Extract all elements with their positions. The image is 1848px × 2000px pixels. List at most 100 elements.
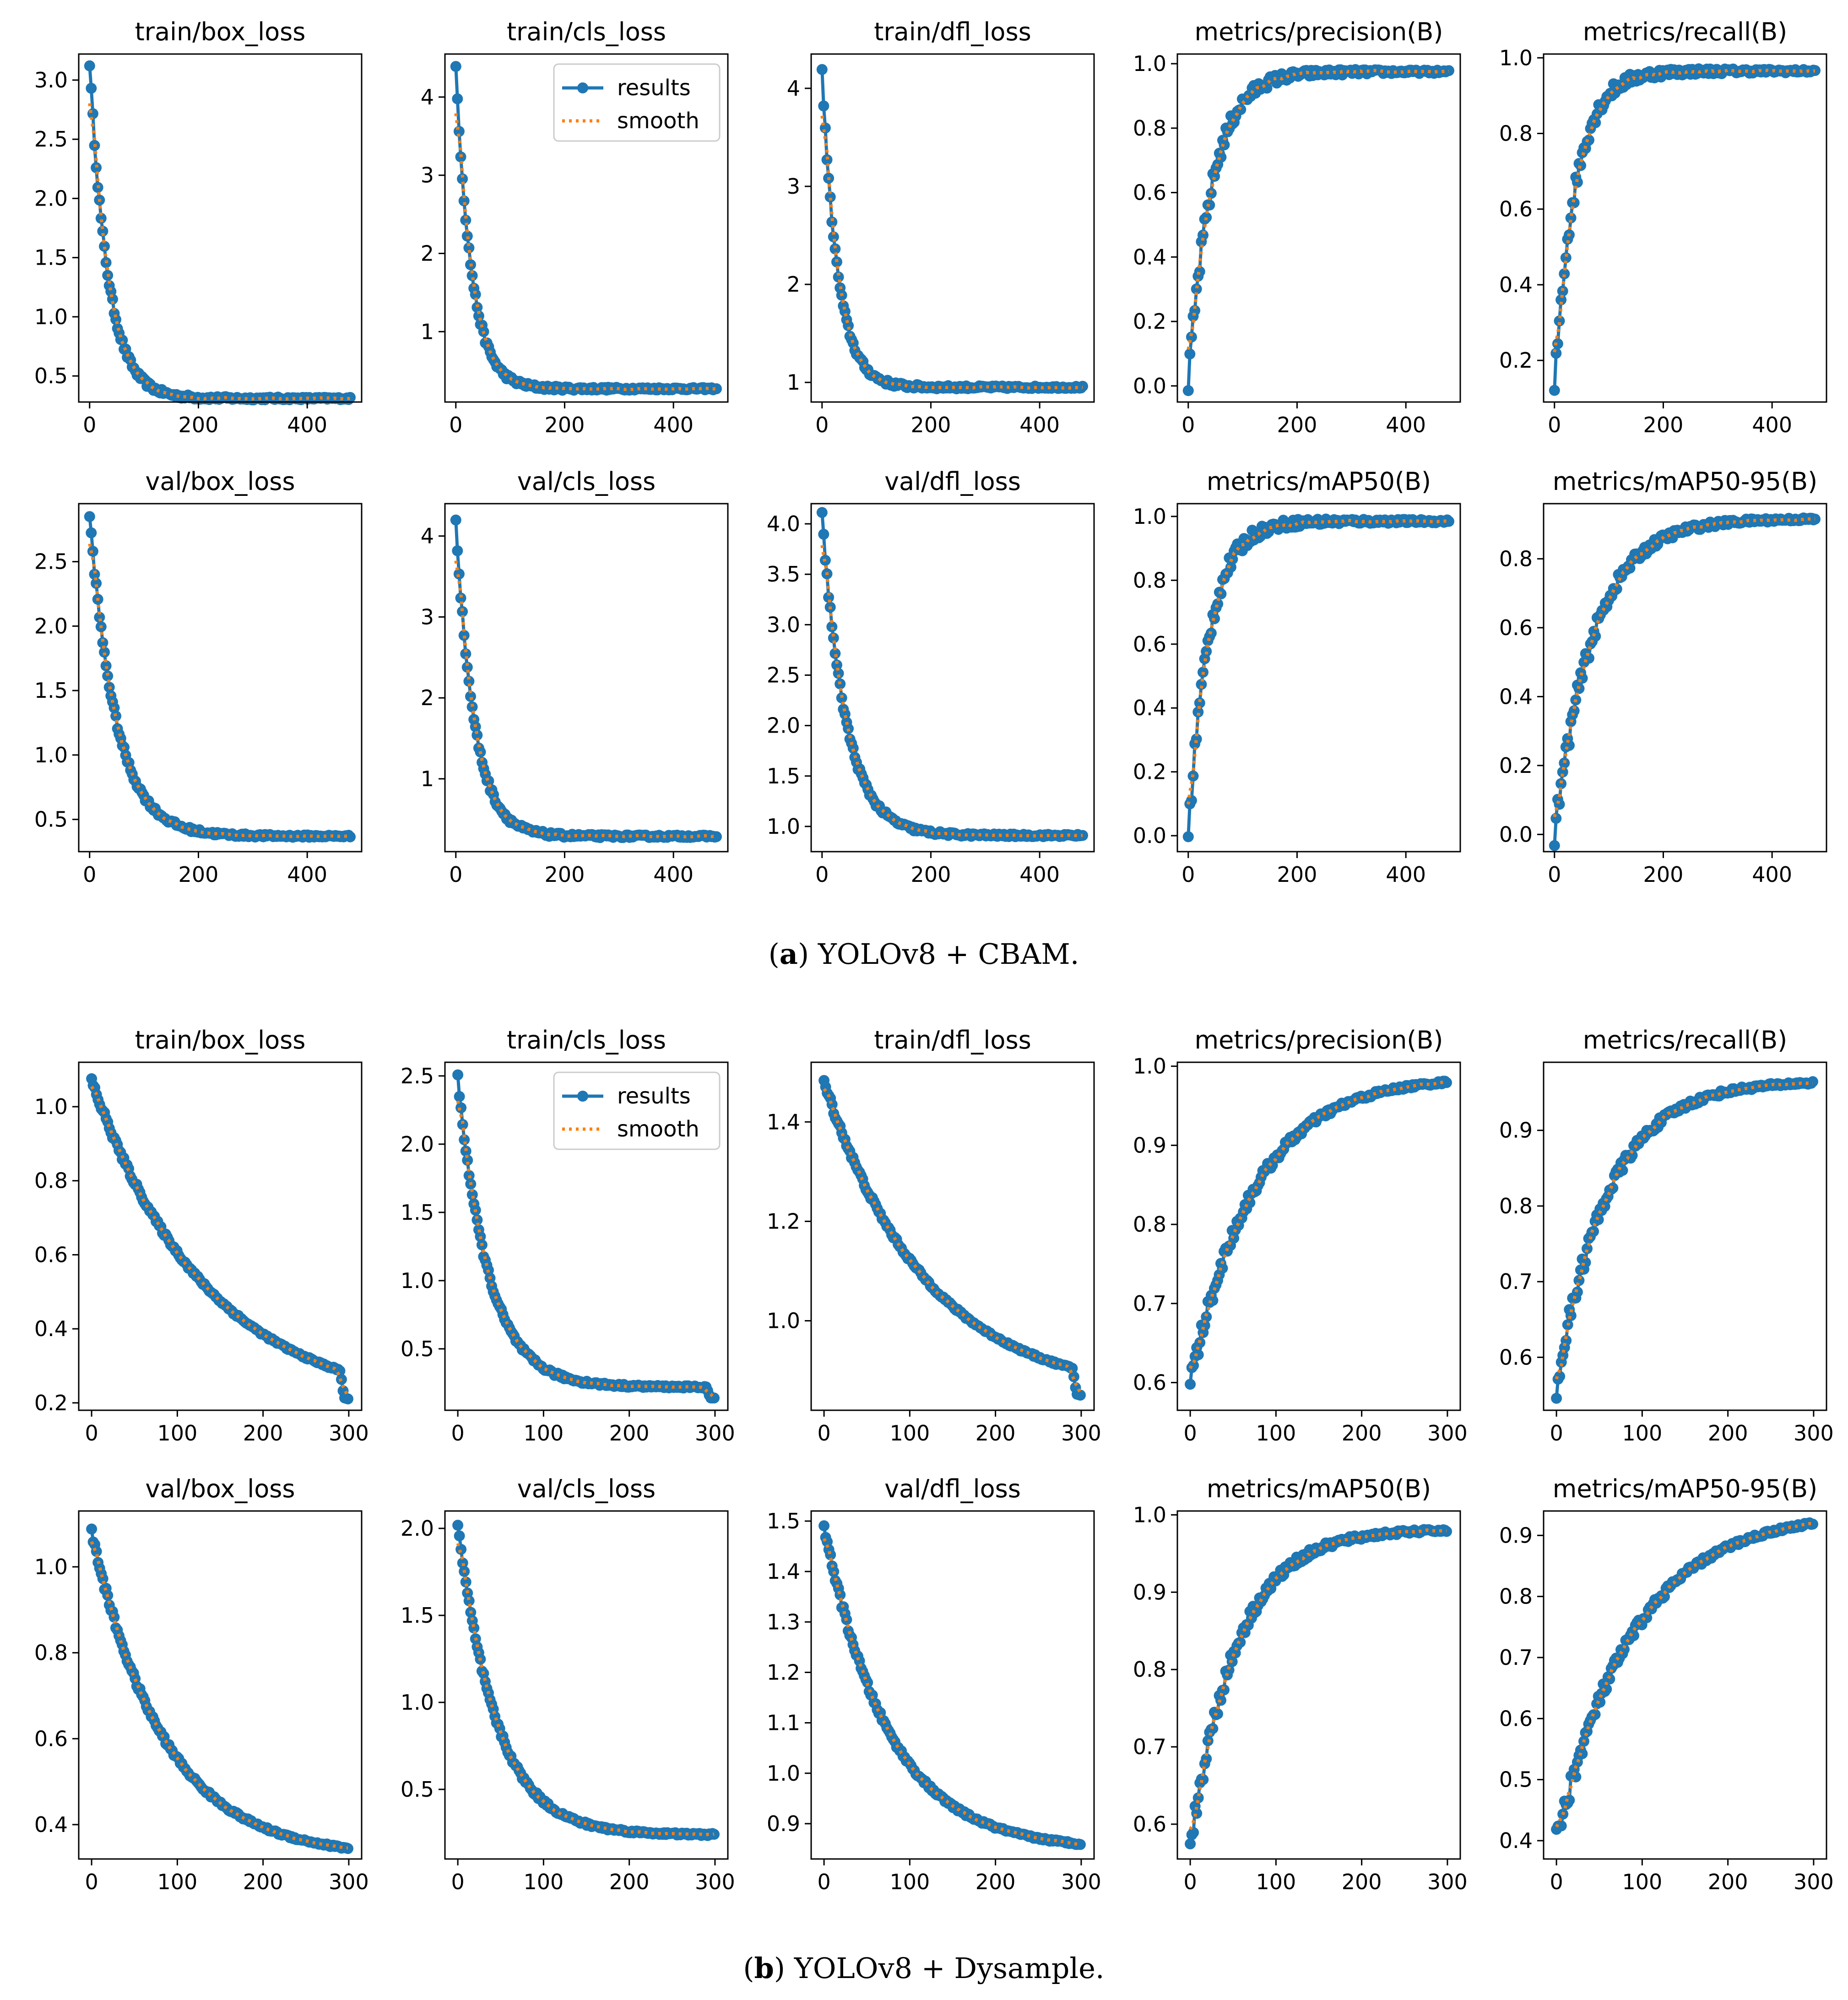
data-point (84, 511, 95, 522)
data-point (471, 1214, 483, 1226)
data-point (463, 1170, 475, 1181)
data-point (1590, 117, 1601, 128)
data-point (1559, 757, 1570, 769)
chart-panel-a-4: metrics/precision(B) 0 200 400 0.0 0.2 0.4 0.6 0… (1133, 17, 1461, 437)
legend-smooth-label: smooth (617, 108, 699, 134)
data-point (460, 648, 471, 659)
x-tick-label: 100 (157, 1870, 197, 1894)
chart-panel-a-8: val/dfl_loss 0 200 400 1.0 1.5 2.0 2.5 3.0 3.5 4.0 (767, 467, 1095, 887)
x-tick-label: 0 (817, 1870, 830, 1894)
data-point (1565, 212, 1577, 223)
chart-panel-a-3: train/dfl_loss 0 200 400 1 2 3 4 (787, 17, 1095, 437)
x-tick-label: 200 (179, 413, 219, 437)
data-point (452, 1520, 464, 1531)
data-point (833, 272, 844, 283)
x-tick-label: 0 (1550, 1870, 1563, 1894)
y-tick-label: 0.7 (1133, 1734, 1166, 1759)
chart-panel-a-1: train/box_loss 0 200 400 0.5 1.0 1.5 2.0 2.5 3.0 (34, 17, 363, 437)
y-tick-label: 0.4 (1133, 696, 1166, 720)
data-point (459, 1134, 470, 1146)
data-point (843, 723, 854, 734)
data-point (466, 701, 478, 712)
data-point (99, 240, 110, 252)
x-tick-label: 300 (1794, 1870, 1834, 1894)
data-point (91, 578, 102, 589)
y-tick-label: 1.0 (1499, 45, 1533, 70)
data-point (826, 621, 838, 632)
data-point (1443, 516, 1454, 527)
y-tick-label: 0.0 (1133, 823, 1166, 848)
y-tick-label: 0.0 (1133, 374, 1166, 398)
y-tick-label: 0.9 (1499, 1118, 1533, 1143)
y-tick-label: 1.0 (34, 1554, 68, 1579)
x-tick-label: 300 (695, 1870, 735, 1894)
x-tick-label: 200 (179, 862, 219, 887)
data-point (1191, 283, 1202, 295)
data-point (455, 592, 466, 604)
data-point (458, 630, 470, 641)
y-tick-label: 1.0 (1133, 1502, 1166, 1527)
legend-results-label: results (617, 75, 691, 101)
y-tick-label: 2 (421, 241, 434, 266)
x-tick-label: 0 (83, 413, 96, 437)
data-point (460, 1146, 471, 1157)
x-tick-label: 0 (815, 413, 829, 437)
y-tick-label: 1.2 (767, 1209, 800, 1234)
data-point (457, 606, 468, 617)
x-tick-label: 0 (1548, 862, 1561, 887)
data-point (86, 527, 97, 538)
x-tick-label: 200 (243, 1870, 283, 1894)
y-tick-label: 0.8 (34, 1168, 68, 1193)
data-point (1559, 268, 1570, 279)
data-point (455, 1102, 467, 1114)
chart-title: metrics/mAP50(B) (1207, 1474, 1431, 1503)
data-point (711, 831, 722, 842)
y-tick-label: 0.9 (1133, 1133, 1166, 1158)
x-tick-label: 200 (1277, 862, 1317, 887)
x-tick-label: 0 (1183, 1870, 1197, 1894)
y-tick-label: 1.4 (767, 1559, 800, 1584)
data-point (1607, 1182, 1619, 1194)
x-tick-label: 100 (1622, 1421, 1662, 1446)
series-results-markers (818, 1075, 1086, 1401)
data-point (1568, 197, 1580, 208)
y-tick-label: 2 (421, 685, 434, 710)
legend-box (553, 63, 721, 142)
series-smooth-line (1553, 517, 1815, 817)
y-tick-label: 1.5 (767, 1509, 800, 1533)
plot-frame (810, 503, 1095, 853)
y-tick-label: 4.0 (767, 511, 800, 536)
data-point (1201, 212, 1212, 223)
series-smooth-line (1187, 519, 1449, 805)
y-tick-label: 0.6 (1499, 615, 1533, 640)
data-point (345, 392, 356, 403)
data-point (87, 546, 98, 557)
x-tick-label: 0 (85, 1421, 98, 1446)
data-point (86, 82, 97, 94)
data-point (457, 173, 468, 185)
data-point (816, 507, 828, 518)
data-point (1550, 348, 1562, 359)
data-point (1186, 332, 1197, 342)
x-tick-label: 0 (1181, 862, 1195, 887)
x-tick-label: 0 (815, 862, 829, 887)
data-point (452, 545, 463, 556)
plot-frame (1543, 503, 1827, 853)
y-tick-label: 3 (421, 604, 434, 629)
data-point (1194, 697, 1205, 709)
data-point (843, 320, 854, 332)
caption-b: (b) YOLOv8 + Dysample. (743, 1951, 1104, 1985)
y-tick-label: 0.6 (1133, 632, 1166, 657)
data-point (102, 670, 114, 682)
y-tick-label: 4 (787, 76, 800, 101)
x-tick-label: 400 (1019, 862, 1060, 887)
y-tick-label: 0.8 (1499, 1584, 1533, 1609)
y-tick-label: 1 (421, 319, 434, 344)
chart-title: train/dfl_loss (874, 1026, 1031, 1054)
chart-title: val/box_loss (145, 1474, 295, 1503)
data-point (1227, 554, 1238, 565)
plot-frame (444, 53, 729, 403)
data-point (1557, 285, 1568, 297)
y-tick-label: 1.0 (1133, 51, 1166, 76)
